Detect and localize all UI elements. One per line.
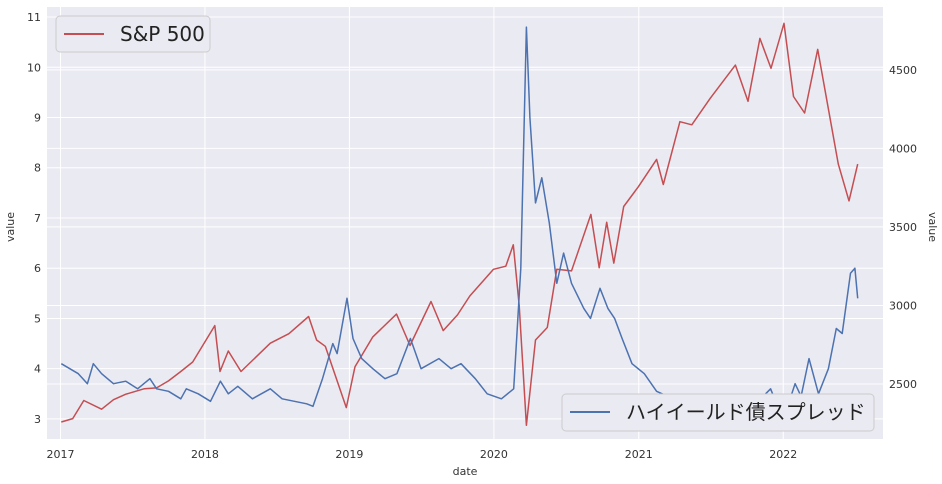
legend-sp500-box	[55, 15, 211, 53]
legend-hy-spread-label: ハイイールド債スプレッド	[626, 400, 866, 424]
y-tick-label-left: 9	[34, 112, 41, 125]
legend-sp500-label: S&P 500	[120, 22, 205, 46]
y-axis-label-left: value	[4, 212, 17, 242]
y-tick-label-left: 5	[34, 312, 41, 325]
plot-background	[47, 7, 883, 439]
y-tick-label-left: 8	[34, 162, 41, 175]
y-tick-label-right: 2500	[889, 378, 917, 391]
y-tick-label-left: 3	[34, 413, 41, 426]
y-tick-label-right: 4000	[889, 142, 917, 155]
y-tick-label-left: 7	[34, 212, 41, 225]
y-tick-label-left: 10	[27, 61, 41, 74]
y-tick-label-right: 4500	[889, 64, 917, 77]
y-axis-label-right: value	[926, 212, 939, 242]
x-axis-label: date	[453, 465, 478, 478]
y-tick-label-left: 4	[34, 363, 41, 376]
y-tick-label-left: 11	[27, 11, 41, 24]
series-line-sp500	[61, 22, 859, 427]
x-tick-label: 2018	[191, 448, 219, 461]
y-tick-label-left: 6	[34, 262, 41, 275]
y-tick-label-right: 3000	[889, 299, 917, 312]
x-tick-label: 2022	[769, 448, 797, 461]
legend-hy-spread: ハイイールド債スプレッド	[561, 393, 875, 432]
legend-sp500: S&P 500	[55, 15, 211, 53]
x-tick-label: 2020	[480, 448, 508, 461]
legend-hy-spread-box	[561, 393, 875, 432]
grid	[47, 7, 883, 439]
x-tick-label: 2021	[625, 448, 653, 461]
y-tick-label-right: 3500	[889, 221, 917, 234]
x-tick-label: 2019	[335, 448, 363, 461]
x-tick-label: 2017	[46, 448, 74, 461]
tick-labels: 2017 2018 2019 2020 2021 2022 3 4 5 6 7 8 9 10 11 2500 3…	[27, 11, 917, 461]
